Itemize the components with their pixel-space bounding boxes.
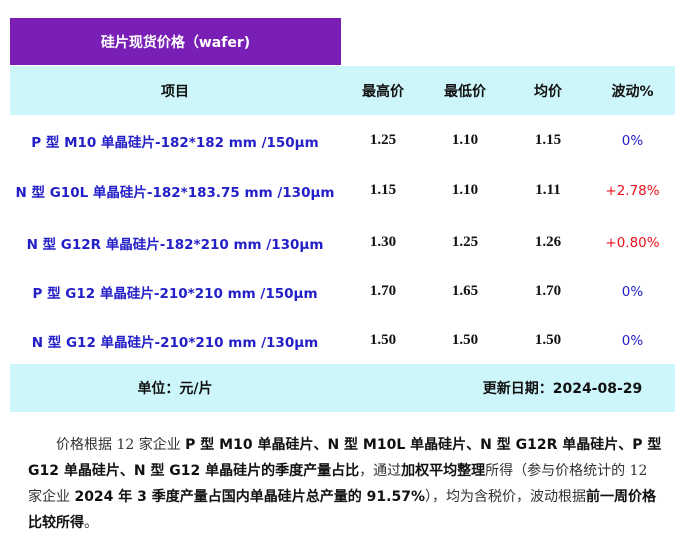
price: 1.26 [534,234,562,250]
table-title: 硅片现货价格（wafer) [10,18,341,65]
note-text: P 型 M10 单晶硅片、N 型 M10L 单晶硅片、N 型 G12R 单晶硅片… [28,437,662,479]
item-name: N 型 G12R 单晶硅片-182*210 mm /130μm [26,236,324,253]
table-row: N 型 G10L 单晶硅片-182*183.75 mm /130μm 1.15 1.… [10,166,675,215]
change: 0% [621,332,644,349]
price: 1.50 [451,332,479,348]
price: 1.50 [369,332,397,348]
note-text: 2024 年 3 季度产量占国内单晶硅片总产量的 91.57% [74,489,425,505]
price: 1.70 [534,283,562,299]
price: 1.11 [535,182,561,198]
table-row: P 型 G12 单晶硅片-210*210 mm /150μm 1.70 1.65 1.… [10,267,675,316]
column-header: 最高价 [362,83,404,100]
table-row: N 型 G12 单晶硅片-210*210 mm /130μm 1.50 1.50 1.… [10,316,675,365]
price: 1.15 [369,182,397,198]
column-header: 均价 [534,83,562,100]
header-row: 项目 最高价 最低价 均价 波动% [10,66,675,115]
price: 1.50 [534,332,562,348]
note-text: 。 [84,515,98,531]
note-text: ，通过 [359,463,402,479]
price: 1.25 [451,234,479,250]
note-text: 加权平均整理 [401,463,486,479]
price: 1.25 [369,132,397,148]
note-text: 价格根据 12 家企业 [56,437,186,453]
note-text: 前一周价格比较所得 [28,489,656,531]
item-name: N 型 G12 单晶硅片-210*210 mm /130μm [31,334,319,351]
price: 1.10 [451,132,479,148]
price: 1.30 [369,234,397,250]
note-text: ），均为含税价，波动根据 [424,489,586,505]
change: +2.78% [605,182,660,199]
price: 1.65 [451,283,479,299]
item-name: N 型 G10L 单晶硅片-182*183.75 mm /130μm [15,184,335,201]
price: 1.15 [534,132,562,148]
price: 1.70 [369,283,397,299]
table-row: P 型 M10 单晶硅片-182*182 mm /150μm 1.25 1.10 1.… [10,116,675,165]
price: 1.10 [451,182,479,198]
update-date: 更新日期：2024-08-29 [482,381,643,397]
item-name: P 型 M10 单晶硅片-182*182 mm /150μm [31,134,319,151]
change: +0.80% [605,234,660,251]
change: 0% [621,132,644,149]
item-name: P 型 G12 单晶硅片-210*210 mm /150μm [32,285,318,302]
footer-row: 单位：元/片 更新日期：2024-08-29 [10,364,675,412]
change: 0% [621,283,644,300]
note: 价格根据 12 家企业 P 型 M10 单晶硅片、N 型 M10L 单晶硅片、N… [28,432,664,536]
column-header: 波动% [611,83,654,100]
note-text: 所得（参与价格统计的 12 家企业 [28,463,648,505]
column-header: 项目 [161,83,189,100]
column-header: 最低价 [444,83,486,100]
table-row: N 型 G12R 单晶硅片-182*210 mm /130μm 1.30 1.25 1… [10,218,675,267]
unit: 单位：元/片 [137,381,213,397]
